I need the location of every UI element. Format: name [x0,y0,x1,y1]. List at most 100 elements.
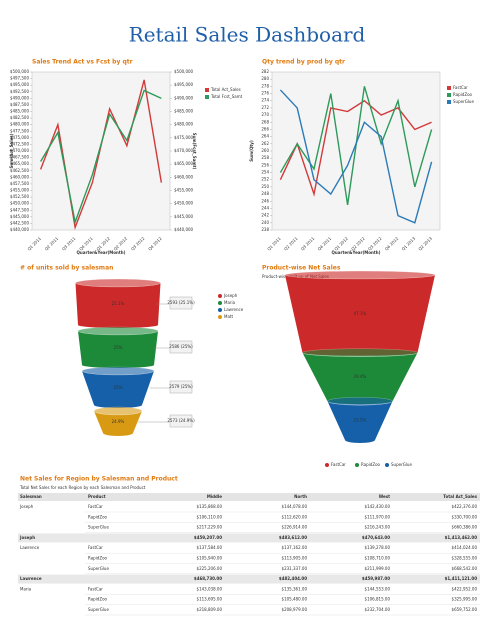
column-header: Product [88,494,106,499]
series-line [40,89,162,225]
callout-box [169,340,193,354]
legend-label: Total Act_Sales [210,87,241,92]
y-tick-label: $470,000 [10,148,30,153]
table-cell: $135,361.00 [282,586,308,591]
y-tick-label: $485,000 [10,109,30,114]
funnel-segment [82,371,154,408]
table-cell: $328,555.00 [452,556,478,561]
table-cell: $232,704.00 [365,607,391,612]
table-cell: $143,038.00 [197,586,223,591]
y2-tick-label: $485,000 [174,109,194,114]
segment-label: 25% [114,345,123,350]
table-cell: $144,553.00 [365,586,391,591]
legend-swatch [205,95,209,99]
table-cell: $142,430.00 [365,504,391,509]
funnel-segment [78,331,158,368]
segment-label: 29.4% [354,374,367,379]
table-cell: $139,278.00 [365,545,391,550]
table-cell: $137,584.00 [197,545,223,550]
y-tick-label: 278 [261,83,269,88]
legend-label: FastCar [453,85,468,90]
table-cell: $106,815.00 [365,597,391,602]
table-cell: $668,542.00 [452,566,478,571]
table-cell: RapidZoo [88,514,108,519]
table-cell: $325,995.00 [452,597,478,602]
funnel-rim [93,406,143,416]
y-tick-label: 266 [261,126,269,131]
y-tick-label: $475,000 [10,135,30,140]
plot-area [31,71,171,231]
funnel-segment [94,411,142,436]
table-cell: $106,110.00 [197,514,223,519]
table-cell: $111,970.00 [365,514,391,519]
table-cell: $483,612.00 [279,535,307,540]
x-tick-label: Q4 2012 [147,236,163,252]
segment-label: 24.9% [112,419,125,424]
y-tick-label: 282 [261,69,269,74]
y-tick-label: $460,000 [10,174,30,179]
table-cell: $226,914.00 [282,525,308,530]
x-tick-label: Q3 2012 [130,236,146,252]
y-tick-label: 256 [261,162,269,167]
callout-box [169,414,193,428]
table-cell: $459,207.00 [194,535,222,540]
legend-label: RapidZoo [453,92,473,97]
table-cell: $330,700.00 [452,514,478,519]
y-tick-label: 248 [261,191,269,196]
callout-label: 2593 (25.1%) [167,300,195,305]
y-tick-label: 242 [261,213,269,218]
table-cell: $1,411,121.00 [445,576,478,581]
table-cell: $216,243.00 [365,525,391,530]
total-row-bg [18,574,480,584]
chart-title: Sales Trend Act vs Fcst by qtr [32,59,133,66]
table-cell: Lawrence [20,545,40,550]
y-tick-label: 238 [261,227,269,232]
funnel-segment [285,275,435,356]
legend-label: SuperGlue [391,462,412,467]
y-tick-label: $457,500 [10,181,30,186]
y-tick-label: $445,000 [10,214,30,219]
table-subtitle: Total Net Sales for each Region by each … [19,485,146,490]
table-cell: SuperGlue [88,525,109,530]
table-cell: $211,999.00 [365,566,391,571]
y-tick-label: 276 [261,91,269,96]
table-cell: Maria [20,586,32,591]
legend-label: FastCar [331,462,346,467]
table-cell: $144,078.00 [282,504,308,509]
table-cell: RapidZoo [88,597,108,602]
y-tick-label: 264 [261,134,269,139]
funnel-rim [284,270,436,280]
y-axis-title: Sum(Qty) [249,140,254,162]
x-tick-label: Q1 2011 [26,236,42,252]
callout-label: 2573 (24.9%) [167,418,195,423]
y-tick-label: 252 [261,177,269,182]
x-tick-label: Q1 2013 [401,236,417,252]
table-cell: $422,952.00 [452,586,478,591]
table-cell: Lawrence [20,576,42,581]
legend-label: Lawrence [224,307,244,312]
column-header: Salesman [20,494,42,499]
table-cell: $659,752.00 [452,607,478,612]
callout-label: 2586 (25%) [169,344,193,349]
y-tick-label: 268 [261,119,269,124]
y-tick-label: 274 [261,98,269,103]
table-cell: $422,376.00 [452,504,478,509]
series-line [279,99,432,197]
table-header-bg [18,493,480,501]
segment-label: 47.1% [354,311,367,316]
x-tick-label: Q2 2013 [417,236,433,252]
total-row-bg [18,533,480,543]
column-header: Total Act_Sales [443,494,477,499]
y-tick-label: $455,000 [10,188,30,193]
chart-title: Product-wise Net Sales [262,265,341,272]
y-tick-label: $477,500 [10,128,30,133]
table-cell: $660,386.00 [452,525,478,530]
y2-tick-label: $450,000 [174,201,194,206]
table-cell: $414,024.00 [452,545,478,550]
table-cell: $218,809.00 [197,607,223,612]
funnel-rim [75,278,161,288]
table-cell: $225,206.00 [197,566,223,571]
table-cell: $470,643.00 [362,535,390,540]
